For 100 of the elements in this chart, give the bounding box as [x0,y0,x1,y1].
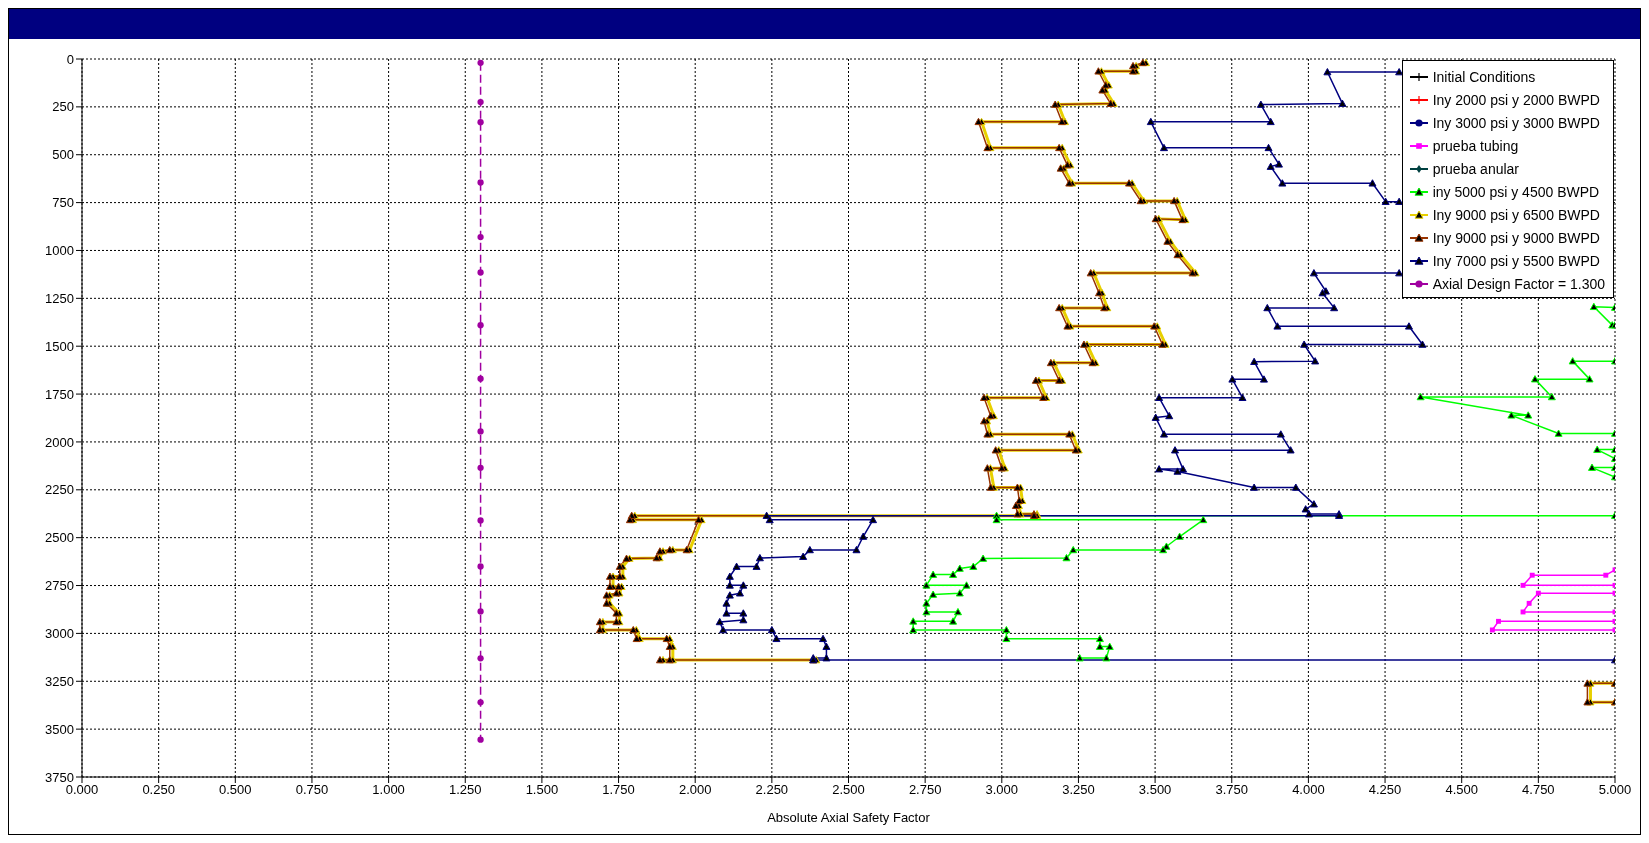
point [949,570,958,578]
point [1588,463,1597,471]
point [477,98,484,106]
legend-label: prueba anular [1432,160,1520,177]
point [1416,392,1425,401]
point [477,59,484,66]
point [1175,532,1184,540]
point [909,625,918,634]
x-tick-label: 2.250 [755,782,789,798]
x-tick-label: 4.750 [1522,782,1555,798]
x-tick-label: 3.500 [1138,782,1172,798]
point [1568,357,1577,365]
point [477,699,484,706]
point [1102,654,1111,662]
point [1589,302,1598,311]
y-tick-label: 1250 [45,290,74,306]
x-tick-label: 1.500 [525,782,559,798]
point [1547,392,1556,401]
legend-label: iny 5000 psi y 4500 BWPD [1432,183,1600,200]
point [1105,642,1114,650]
x-tick-label: 3.750 [1215,782,1249,798]
x-tick-label: 5.000 [1598,782,1632,798]
point [1062,553,1071,562]
legend-label: Iny 3000 psi y 3000 BWPD [1432,114,1600,131]
x-tick-label: 3.250 [1062,782,1095,798]
y-tick-label: 750 [52,195,74,211]
point [477,179,484,186]
point [1069,545,1078,554]
x-tick-label: 0.000 [65,782,99,798]
point [1603,572,1609,578]
y-tick-label: 3500 [45,721,74,737]
point [1162,542,1171,550]
point [477,563,484,570]
point [1524,411,1533,419]
legend-label: Iny 7000 psi y 5500 BWPD [1432,252,1600,269]
y-tick-label: 0 [66,51,74,67]
point [477,269,484,276]
point [1507,411,1516,419]
x-tick-label: 1.250 [448,782,482,798]
y-tick-label: 250 [52,99,74,115]
legend-label: Initial Conditions [1432,68,1536,85]
point [953,607,962,616]
point [1554,429,1563,437]
point [477,464,484,471]
x-tick-label: 0.500 [219,782,252,798]
y-tick-label: 3250 [45,673,74,689]
legend-label: Iny 9000 psi y 9000 BWPD [1432,229,1600,246]
point [922,581,931,589]
point [1496,618,1501,624]
point [1075,654,1084,662]
point [1199,515,1208,524]
point [1002,625,1011,634]
point [1529,572,1535,578]
point [992,515,1001,524]
y-tick-label: 3750 [45,769,74,785]
x-tick-label: 1.000 [372,782,405,798]
y-tick-label: 1500 [45,338,74,354]
y-tick-label: 2500 [45,530,74,546]
x-axis-title: Absolute Axial Safety Factor [767,810,931,825]
point [949,617,958,625]
point [929,570,938,578]
point [929,590,938,598]
point [477,321,484,329]
legend-label: Iny 2000 psi y 2000 BWPD [1432,91,1600,108]
y-tick-label: 1750 [45,386,74,402]
point [1095,642,1104,650]
legend-label: Iny 9000 psi y 6500 BWPD [1432,206,1600,223]
point [477,608,484,615]
point [922,607,931,616]
x-tick-label: 0.750 [295,782,329,798]
point [477,119,484,126]
x-tick-label: 4.000 [1292,782,1325,798]
y-tick-label: 2250 [45,482,74,498]
point [477,517,484,524]
y-tick-label: 1000 [45,243,74,259]
legend-label: Axial Design Factor = 1.300 [1432,275,1605,292]
point [477,655,484,662]
point [1095,634,1104,643]
point [477,233,484,241]
y-tick-label: 2750 [45,578,74,594]
x-tick-label: 2.000 [678,782,712,798]
y-tick-label: 500 [52,147,74,163]
y-tick-label: 3000 [45,626,74,642]
point [477,428,484,435]
point [1002,634,1011,643]
x-tick-label: 3.000 [985,782,1019,798]
point [1159,545,1168,554]
point [1530,375,1539,383]
point [1526,600,1532,606]
x-tick-label: 1.750 [602,782,635,798]
x-tick-label: 4.250 [1368,782,1402,798]
point [1593,445,1602,453]
x-tick-label: 2.500 [832,782,865,798]
point [955,564,964,572]
point [979,554,988,562]
point [1535,590,1541,596]
point [969,562,978,570]
point [922,599,931,607]
x-tick-label: 0.250 [142,782,175,798]
point [962,581,971,589]
